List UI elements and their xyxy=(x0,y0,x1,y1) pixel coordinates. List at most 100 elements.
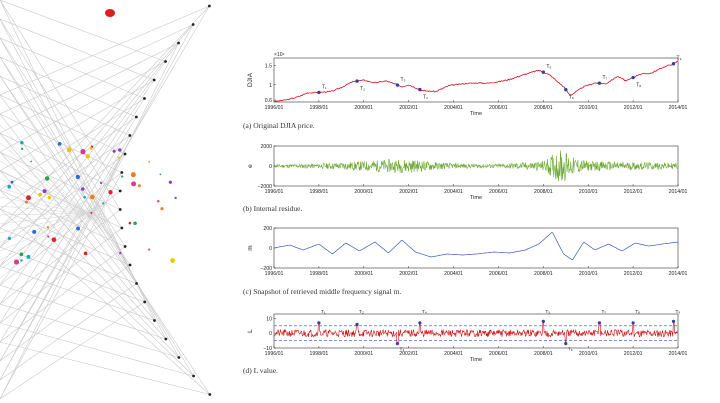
x-axis-label: Time xyxy=(470,357,482,363)
turning-point-marker xyxy=(631,321,635,325)
graph-node xyxy=(174,196,177,200)
graph-node xyxy=(118,208,122,211)
graph-node xyxy=(19,252,24,257)
turning-point-marker xyxy=(418,321,422,325)
turning-point-marker xyxy=(631,75,635,80)
turning-point-marker xyxy=(671,319,676,323)
caption-lvalue: (d) L value. xyxy=(243,366,278,375)
x-tick-label: 2012/01 xyxy=(624,351,643,357)
graph-node xyxy=(118,148,122,152)
graph-edge xyxy=(0,56,137,118)
y-axis-label: m xyxy=(247,245,254,250)
turning-point-label: T₁ xyxy=(322,84,327,90)
x-tick-label: 2014/01 xyxy=(669,189,688,195)
graph-node xyxy=(80,149,86,155)
x-tick-label: 1996/01 xyxy=(265,271,284,277)
x-tick-label: 2014/01 xyxy=(669,105,688,111)
turning-point-label: T₃ xyxy=(399,347,404,353)
x-tick-label: 2000/01 xyxy=(354,271,373,277)
graph-node xyxy=(177,41,180,45)
graph-node xyxy=(130,172,136,178)
graph-edge xyxy=(0,190,121,286)
graph-node xyxy=(20,147,24,151)
graph-node xyxy=(108,190,113,195)
graph-node xyxy=(207,4,211,8)
y-axis-label: DJIA xyxy=(247,72,254,87)
graph-edge xyxy=(0,24,194,115)
graph-node xyxy=(143,300,147,304)
x-axis-label: Time xyxy=(470,195,482,201)
graph-node xyxy=(160,207,164,211)
graph-node xyxy=(117,156,121,159)
graph-node xyxy=(51,237,57,243)
graph-node xyxy=(26,254,31,259)
graph-edge xyxy=(0,283,137,381)
graph-node xyxy=(118,189,122,193)
x-tick-label: 1996/01 xyxy=(265,105,284,111)
x-tick-label: 2002/01 xyxy=(399,189,418,195)
graph-node xyxy=(46,226,50,229)
graph-node xyxy=(208,393,212,396)
middle-frequency-chart: 1996/01 1998/01 2000/01 2002/01 2004/01 2006/… xyxy=(247,226,688,277)
turning-point-label: T₈ xyxy=(636,83,641,89)
plot-frame xyxy=(273,227,679,269)
y-tick-label: 0.6 xyxy=(265,98,272,104)
graph-node xyxy=(128,134,132,137)
graph-edge xyxy=(0,132,121,192)
x-tick-label: 2000/01 xyxy=(354,351,373,357)
x-tick-label: 2004/01 xyxy=(444,189,463,195)
network-graph-decoration xyxy=(0,0,212,400)
graph-edge xyxy=(0,0,121,192)
turning-point-marker xyxy=(597,321,602,325)
graph-node xyxy=(159,173,162,176)
turning-point-marker xyxy=(395,341,400,346)
graph-edge xyxy=(0,264,131,362)
turning-point-label: T₂ xyxy=(360,86,365,92)
turning-point-label: T₆ xyxy=(569,95,574,101)
graph-edge xyxy=(0,160,106,226)
graph-edge xyxy=(0,169,106,224)
caption-signal: (c) Snapshot of retrieved middle frequen… xyxy=(243,287,402,296)
x-tick-label: 1996/01 xyxy=(265,189,284,195)
graph-node xyxy=(32,229,37,234)
graph-node xyxy=(170,258,175,263)
graph-edge xyxy=(0,135,131,362)
djia-price-chart: 1996/01 1998/01 2000/01 2002/01 2004/01 2006/… xyxy=(247,52,688,117)
graph-node xyxy=(7,184,12,189)
x-tick-label: 2002/01 xyxy=(399,105,418,111)
graph-node xyxy=(26,195,32,201)
graph-node xyxy=(102,202,105,205)
graph-node xyxy=(47,195,52,200)
graph-edge xyxy=(0,24,194,248)
graph-node xyxy=(164,60,167,63)
y-tick-label: 200 xyxy=(263,226,272,232)
turning-point-label: T₆ xyxy=(568,347,573,353)
turning-point-label: T₃ xyxy=(400,77,405,83)
y-tick-label: 0 xyxy=(269,331,272,337)
x-tick-label: 2008/01 xyxy=(534,271,553,277)
l-value-chart: 1996/01 1998/01 2000/01 2002/01 2004/01 2006/… xyxy=(247,309,687,363)
x-tick-label: 2014/01 xyxy=(669,271,688,277)
turning-point-marker xyxy=(418,87,422,92)
y-tick-label: −2000 xyxy=(257,184,272,190)
x-tick-label: 2010/01 xyxy=(579,351,598,357)
graph-node xyxy=(168,180,172,184)
graph-node xyxy=(57,141,62,146)
graph-edge xyxy=(0,227,123,324)
graph-edge xyxy=(0,75,211,395)
graph-node xyxy=(148,248,151,251)
graph-node xyxy=(133,221,137,226)
graph-node xyxy=(191,23,195,26)
graph-node xyxy=(20,140,24,145)
graph-node xyxy=(89,146,93,150)
graph-node xyxy=(128,221,132,225)
graph-edge xyxy=(0,208,211,395)
graph-node xyxy=(135,282,138,285)
graph-edge xyxy=(0,18,121,210)
graph-edge xyxy=(0,79,155,172)
turning-point-label: T₉ xyxy=(677,56,682,62)
turning-point-label: T₈ xyxy=(635,309,640,315)
plot-frame xyxy=(273,57,679,103)
x-tick-label: 1998/01 xyxy=(310,189,329,195)
graph-edge xyxy=(0,303,180,358)
